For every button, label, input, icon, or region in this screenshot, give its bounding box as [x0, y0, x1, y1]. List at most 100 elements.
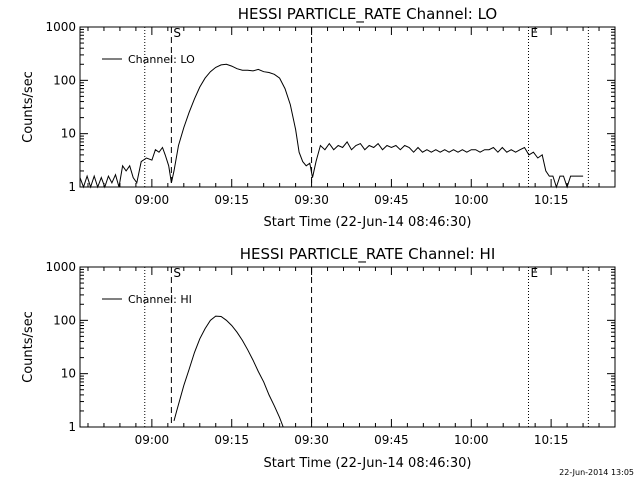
- data-point: [279, 417, 280, 418]
- data-point: [151, 160, 152, 161]
- data-point: [409, 147, 410, 148]
- x-tick-label: 09:15: [214, 433, 249, 447]
- data-point: [449, 152, 450, 153]
- marker-label: S: [173, 26, 181, 40]
- data-point: [119, 187, 120, 188]
- data-point: [391, 147, 392, 148]
- data-point: [480, 152, 481, 153]
- data-point: [279, 78, 280, 79]
- data-point: [226, 320, 227, 321]
- data-point: [466, 152, 467, 153]
- data-point: [295, 129, 296, 130]
- data-point: [549, 176, 550, 177]
- y-tick-label: 1000: [45, 20, 76, 34]
- x-tick-label: 10:00: [454, 433, 489, 447]
- data-point: [497, 152, 498, 153]
- x-tick-label: 10:15: [534, 433, 569, 447]
- data-point: [215, 316, 216, 317]
- data-point: [237, 332, 238, 333]
- data-point: [199, 338, 200, 339]
- data-point: [435, 149, 436, 150]
- data-point: [155, 149, 156, 150]
- data-point: [333, 149, 334, 150]
- data-point: [560, 176, 561, 177]
- data-point: [210, 320, 211, 321]
- data-point: [533, 152, 534, 153]
- data-point: [283, 427, 284, 428]
- data-point: [165, 154, 166, 155]
- data-point: [378, 143, 379, 144]
- series-line: [173, 315, 284, 428]
- data-point: [285, 88, 286, 89]
- data-point: [168, 165, 169, 166]
- data-point: [542, 154, 543, 155]
- x-tick-label: 09:30: [294, 433, 329, 447]
- data-point: [484, 149, 485, 150]
- data-point: [87, 176, 88, 177]
- data-point: [263, 71, 264, 72]
- data-point: [141, 161, 142, 162]
- data-point: [552, 176, 553, 177]
- series-line: [79, 63, 584, 189]
- data-point: [453, 149, 454, 150]
- data-point: [146, 158, 147, 159]
- data-point: [171, 182, 172, 183]
- data-point: [382, 149, 383, 150]
- data-point: [351, 149, 352, 150]
- data-point: [183, 385, 184, 386]
- data-point: [159, 152, 160, 153]
- data-point: [524, 147, 525, 148]
- data-point: [205, 78, 206, 79]
- data-point: [231, 66, 232, 67]
- data-point: [90, 187, 91, 188]
- data-point: [80, 177, 81, 178]
- data-point: [574, 176, 575, 177]
- data-point: [462, 149, 463, 150]
- data-point: [413, 152, 414, 153]
- data-point: [178, 145, 179, 146]
- x-tick-label: 09:45: [374, 433, 409, 447]
- y-tick-label: 10: [61, 367, 76, 381]
- data-point: [395, 145, 396, 146]
- data-point: [369, 145, 370, 146]
- data-point: [274, 405, 275, 406]
- data-point: [83, 187, 84, 188]
- chart-title: HESSI PARTICLE_RATE Channel: LO: [238, 5, 497, 24]
- data-point: [221, 316, 222, 317]
- data-point: [400, 149, 401, 150]
- x-tick-label: 09:00: [135, 433, 170, 447]
- data-point: [583, 176, 584, 177]
- data-point: [108, 176, 109, 177]
- x-tick-label: 10:15: [534, 193, 569, 207]
- data-point: [440, 152, 441, 153]
- data-point: [567, 187, 568, 188]
- data-point: [129, 165, 130, 166]
- data-point: [537, 158, 538, 159]
- data-point: [274, 74, 275, 75]
- y-tick-label: 10: [61, 127, 76, 141]
- data-point: [306, 165, 307, 166]
- data-point: [176, 410, 177, 411]
- data-point: [422, 152, 423, 153]
- data-point: [299, 152, 300, 153]
- data-point: [180, 398, 181, 399]
- data-point: [342, 147, 343, 148]
- plot-timestamp: 22-Jun-2014 13:05: [559, 468, 634, 477]
- plot-frame: [79, 26, 616, 188]
- data-point: [263, 381, 264, 382]
- data-point: [189, 369, 190, 370]
- y-tick-label: 1000: [45, 260, 76, 274]
- legend-entry: Channel: LO: [128, 53, 195, 66]
- marker-label: S: [173, 266, 181, 280]
- data-point: [563, 176, 564, 177]
- data-point: [258, 371, 259, 372]
- data-point: [199, 87, 200, 88]
- data-point: [347, 141, 348, 142]
- data-point: [360, 143, 361, 144]
- data-point: [493, 147, 494, 148]
- data-point: [104, 187, 105, 188]
- x-tick-label: 09:45: [374, 193, 409, 207]
- data-point: [316, 161, 317, 162]
- data-point: [242, 340, 243, 341]
